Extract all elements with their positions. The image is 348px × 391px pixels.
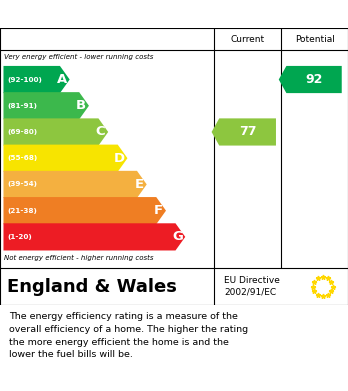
Text: (1-20): (1-20): [8, 234, 32, 240]
Polygon shape: [212, 118, 276, 145]
Text: EU Directive
2002/91/EC: EU Directive 2002/91/EC: [224, 276, 280, 297]
Text: (39-54): (39-54): [8, 181, 38, 187]
Text: 92: 92: [306, 73, 323, 86]
Text: Not energy efficient - higher running costs: Not energy efficient - higher running co…: [4, 255, 154, 261]
Text: E: E: [134, 178, 144, 191]
Text: G: G: [172, 230, 183, 243]
Text: (55-68): (55-68): [8, 155, 38, 161]
Polygon shape: [3, 197, 166, 224]
Text: (21-38): (21-38): [8, 208, 38, 213]
Polygon shape: [3, 171, 147, 198]
Polygon shape: [3, 145, 127, 172]
Text: (81-91): (81-91): [8, 103, 38, 109]
Polygon shape: [3, 223, 185, 251]
Text: (92-100): (92-100): [8, 77, 42, 83]
Text: Current: Current: [230, 34, 265, 43]
Text: The energy efficiency rating is a measure of the
overall efficiency of a home. T: The energy efficiency rating is a measur…: [9, 312, 248, 359]
Polygon shape: [3, 118, 108, 145]
Polygon shape: [3, 66, 70, 93]
Polygon shape: [3, 92, 89, 119]
Text: F: F: [154, 204, 163, 217]
Polygon shape: [279, 66, 342, 93]
Text: C: C: [96, 126, 105, 138]
Text: Very energy efficient - lower running costs: Very energy efficient - lower running co…: [4, 54, 153, 60]
Text: 77: 77: [239, 126, 256, 138]
Text: Potential: Potential: [295, 34, 334, 43]
Text: England & Wales: England & Wales: [7, 278, 177, 296]
Text: A: A: [57, 73, 67, 86]
Text: B: B: [76, 99, 86, 112]
Text: D: D: [114, 152, 125, 165]
Text: (69-80): (69-80): [8, 129, 38, 135]
Text: Energy Efficiency Rating: Energy Efficiency Rating: [5, 7, 207, 22]
